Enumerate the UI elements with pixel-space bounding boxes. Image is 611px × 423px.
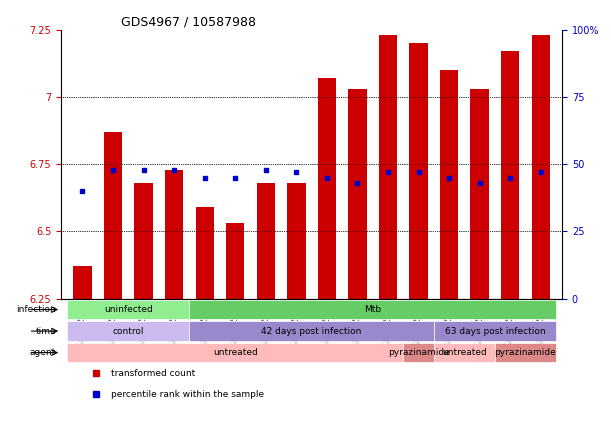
Bar — [287, 183, 306, 299]
Text: pyrazinamide: pyrazinamide — [387, 348, 450, 357]
Text: infection: infection — [16, 305, 56, 314]
FancyBboxPatch shape — [189, 300, 556, 319]
FancyBboxPatch shape — [189, 321, 434, 341]
Text: transformed count: transformed count — [111, 368, 196, 377]
FancyBboxPatch shape — [495, 343, 556, 363]
FancyBboxPatch shape — [67, 343, 403, 363]
Bar — [348, 89, 367, 299]
Text: GDS4967 / 10587988: GDS4967 / 10587988 — [121, 16, 256, 28]
Bar — [470, 89, 489, 299]
FancyBboxPatch shape — [67, 300, 189, 319]
Text: untreated: untreated — [442, 348, 487, 357]
Bar — [318, 78, 336, 299]
Bar — [440, 70, 458, 299]
Text: agent: agent — [30, 348, 56, 357]
Text: time: time — [35, 327, 56, 335]
Bar — [409, 43, 428, 299]
Text: 63 days post infection: 63 days post infection — [445, 327, 545, 335]
Bar — [379, 35, 397, 299]
Bar — [73, 266, 92, 299]
Bar — [196, 207, 214, 299]
Bar — [134, 183, 153, 299]
FancyBboxPatch shape — [67, 321, 189, 341]
Text: percentile rank within the sample: percentile rank within the sample — [111, 390, 265, 398]
FancyBboxPatch shape — [434, 343, 495, 363]
Bar — [104, 132, 122, 299]
Text: Mtb: Mtb — [364, 305, 381, 314]
Bar — [532, 35, 550, 299]
FancyBboxPatch shape — [434, 321, 556, 341]
FancyBboxPatch shape — [403, 343, 434, 363]
Bar — [501, 51, 519, 299]
Text: uninfected: uninfected — [104, 305, 153, 314]
Text: pyrazinamide: pyrazinamide — [494, 348, 557, 357]
Bar — [257, 183, 275, 299]
Bar — [226, 223, 244, 299]
Text: control: control — [112, 327, 144, 335]
Text: untreated: untreated — [213, 348, 258, 357]
Text: 42 days post infection: 42 days post infection — [262, 327, 362, 335]
Bar — [165, 170, 183, 299]
